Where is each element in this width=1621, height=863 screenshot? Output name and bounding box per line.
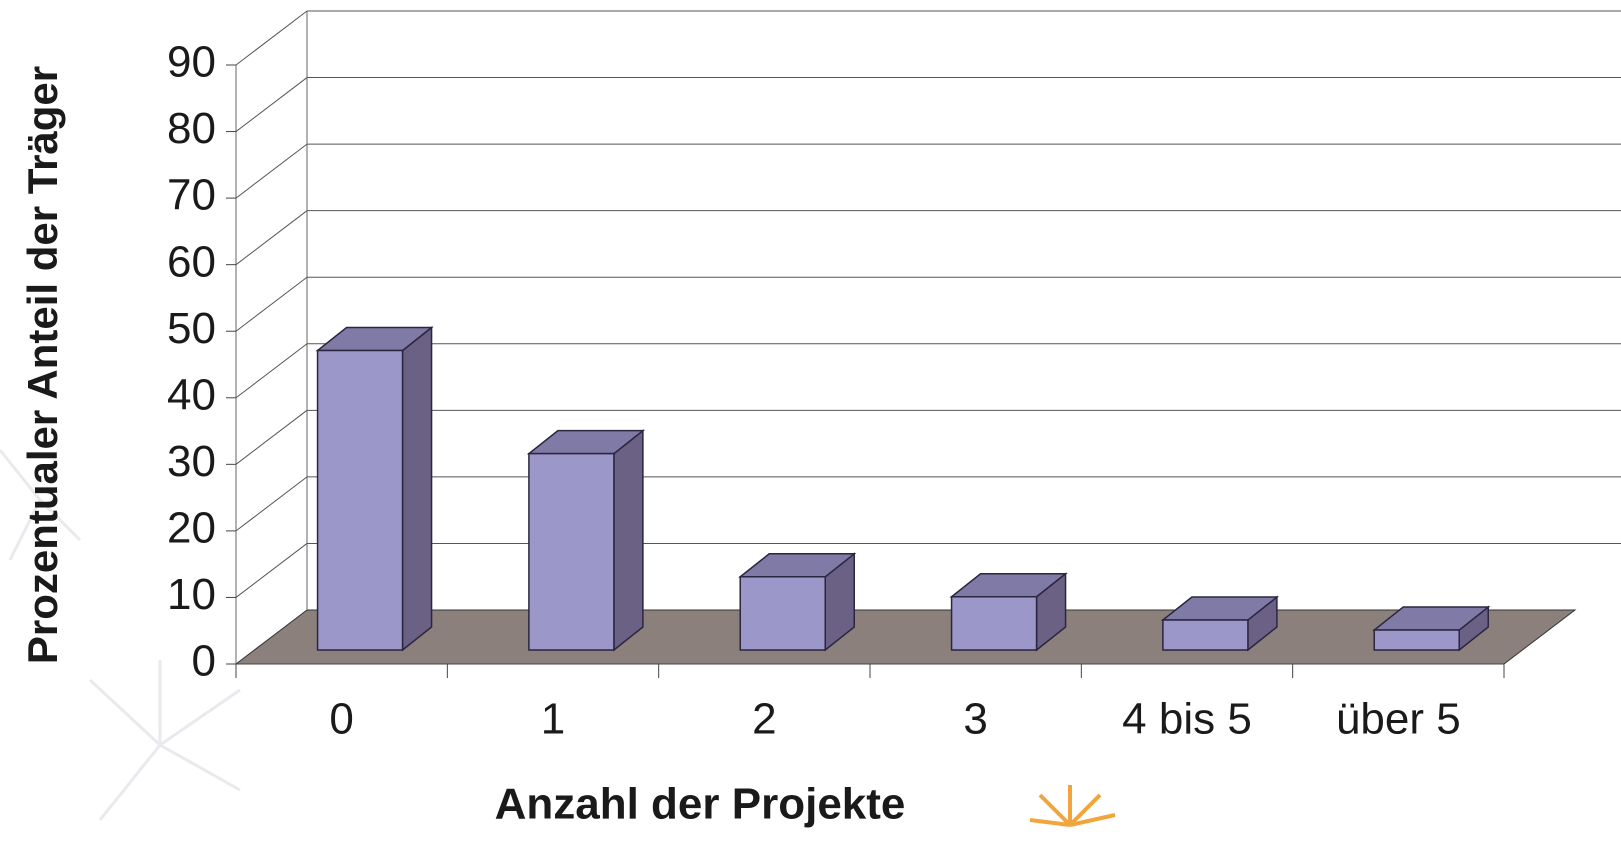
y-tick-label: 70 [167, 171, 216, 220]
x-tick-label: 4 bis 5 [1122, 695, 1252, 744]
y-tick-label: 80 [167, 104, 216, 153]
grid-line [236, 78, 307, 132]
grid-line [236, 543, 307, 597]
y-tick-label: 20 [167, 504, 216, 553]
bar-front [740, 577, 825, 650]
page: 0 10 20 30 40 50 60 70 80 90 0 1 2 3 4 bis 5 über 5 Anza… [0, 0, 1621, 863]
bar-front [1163, 620, 1248, 650]
x-tick-label: 1 [541, 695, 565, 744]
x-tick-label: 0 [329, 695, 353, 744]
x-tick-label: über 5 [1336, 695, 1461, 744]
y-tick-label: 10 [167, 570, 216, 619]
y-axis-label: Prozentualer Anteil der Träger [18, 55, 118, 675]
bar [740, 554, 854, 650]
x-axis-label: Anzahl der Projekte [495, 780, 906, 829]
bar-side [403, 328, 432, 651]
chart: 0 10 20 30 40 50 60 70 80 90 0 1 2 3 4 bis 5 über 5 Anza… [0, 0, 1621, 863]
y-tick-label: 30 [167, 437, 216, 486]
grid-line [236, 144, 307, 198]
grid-line [236, 477, 307, 531]
y-tick-label: 0 [192, 637, 216, 686]
grid-line [236, 344, 307, 398]
bar [318, 328, 432, 651]
bar-front [318, 351, 403, 651]
grid-line [236, 211, 307, 265]
grid-line [236, 11, 307, 65]
bar-front [1374, 630, 1459, 650]
bar-side [614, 431, 643, 650]
grid-line [236, 410, 307, 464]
grid-line [236, 277, 307, 331]
x-tick-label: 2 [752, 695, 776, 744]
bar [952, 574, 1066, 650]
x-tick-label: 3 [963, 695, 987, 744]
logo [1030, 785, 1115, 825]
y-tick-label: 50 [167, 304, 216, 353]
bar [529, 431, 643, 650]
y-tick-label: 60 [167, 237, 216, 286]
bar-front [529, 454, 614, 650]
y-tick-label: 90 [167, 38, 216, 87]
y-tick-label: 40 [167, 370, 216, 419]
bar-front [952, 597, 1037, 650]
